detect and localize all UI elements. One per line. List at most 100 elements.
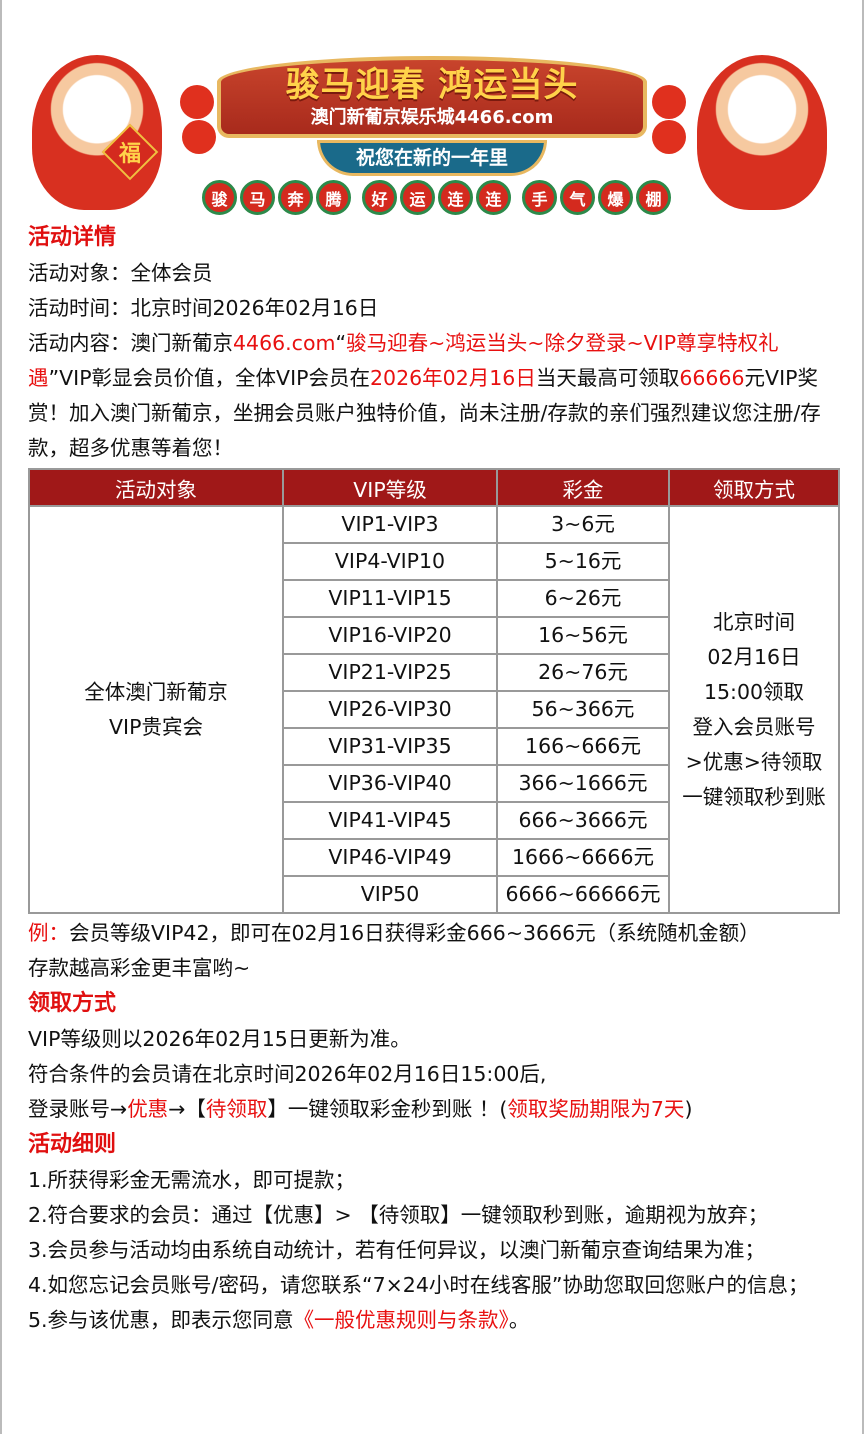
- banner-coins: 骏马奔腾好运连连手气爆棚: [202, 180, 671, 215]
- table-row: VIP41-VIP45 666~3666元: [29, 801, 839, 840]
- table-row: VIP26-VIP30 56~366元: [29, 690, 839, 729]
- banner-coin: 马: [240, 180, 275, 215]
- text-run: 活动内容：澳门新葡京: [28, 331, 233, 355]
- lantern-icon: [652, 120, 686, 154]
- column-header: 领取方式: [668, 468, 840, 507]
- table-row: VIP36-VIP40 366~1666元: [29, 764, 839, 803]
- text-run: 2026年02月16日: [369, 366, 536, 390]
- vip-level-cell: VIP4-VIP10: [282, 542, 498, 581]
- reward-table: 活动对象 VIP等级 彩金 领取方式 全体澳门新葡京 VIP贵宾会 VIP1-VIP3 3~…: [28, 468, 840, 914]
- horse-mascot-left: [32, 55, 162, 210]
- rule-item: 2.符合要求的会员：通过【优惠】> 【待领取】一键领取秒到账，逾期视为放弃；: [28, 1203, 769, 1227]
- vip-level-cell: VIP11-VIP15: [282, 579, 498, 618]
- text-run: 登录账号→: [28, 1097, 128, 1121]
- lantern-icon: [182, 120, 216, 154]
- target-line: VIP贵宾会: [109, 714, 203, 739]
- table-row: VIP21-VIP25 26~76元: [29, 653, 839, 692]
- banner-coin: 气: [560, 180, 595, 215]
- bonus-cell: 666~3666元: [496, 801, 670, 840]
- banner-coin: 爆: [598, 180, 633, 215]
- banner-coin: 骏: [202, 180, 237, 215]
- text-run: 骏马迎春~鸿运当头~除夕登录~VIP尊享特权礼遇: [28, 331, 779, 390]
- column-header: 彩金: [496, 468, 670, 507]
- vip-level-cell: VIP46-VIP49: [282, 838, 498, 877]
- rules-list: 1.所获得彩金无需流水，即可提款； 2.符合要求的会员：通过【优惠】> 【待领取】…: [28, 1163, 836, 1303]
- bonus-cell: 366~1666元: [496, 764, 670, 803]
- method-line: 15:00领取: [703, 679, 805, 704]
- text-run: ”VIP彰显会员价值，全体VIP会员在: [48, 366, 370, 390]
- banner-coin: 运: [400, 180, 435, 215]
- method-line: 登入会员账号: [692, 714, 816, 739]
- text-run: ): [684, 1097, 693, 1121]
- rule-item: 4.如您忘记会员账号/密码，请您联系“7×24小时在线客服”协助您取回您账户的信…: [28, 1273, 809, 1297]
- section-heading-claim: 领取方式: [28, 991, 117, 1016]
- vip-level-cell: VIP21-VIP25: [282, 653, 498, 692]
- banner-coin: 手: [522, 180, 557, 215]
- section-heading-rules: 活动细则: [28, 1132, 117, 1157]
- target-line: 全体澳门新葡京: [84, 679, 228, 704]
- vip-level-cell: VIP16-VIP20: [282, 616, 498, 655]
- activity-time: 活动时间：北京时间2026年02月16日: [28, 296, 379, 320]
- table-row: VIP16-VIP20 16~56元: [29, 616, 839, 655]
- text-run: “: [335, 331, 347, 355]
- vip-level-cell: VIP1-VIP3: [282, 505, 498, 544]
- banner-coin: 好: [362, 180, 397, 215]
- bonus-cell: 56~366元: [496, 690, 670, 729]
- column-header: 活动对象: [28, 468, 284, 507]
- text-run: 优惠: [127, 1097, 169, 1121]
- bonus-cell: 26~76元: [496, 653, 670, 692]
- method-line: >优惠>待领取: [685, 749, 823, 774]
- banner-coin: 连: [476, 180, 511, 215]
- text-run: 待领取: [205, 1097, 268, 1121]
- text-run: →【: [168, 1097, 206, 1121]
- rule-item: 1.所获得彩金无需流水，即可提款；: [28, 1168, 356, 1192]
- example-note: 存款越高彩金更丰富哟~: [28, 956, 251, 980]
- text-run: 领取奖励期限为7天: [507, 1097, 685, 1121]
- example: 例：会员等级VIP42，即可在02月16日获得彩金666~3666元（系统随机金…: [28, 921, 760, 945]
- main-content: 活动详情 活动对象：全体会员 活动时间：北京时间2026年02月16日 活动内容…: [2, 220, 862, 1338]
- claim-line-2: 符合条件的会员请在北京时间2026年02月16日15:00后,: [28, 1062, 547, 1086]
- bonus-cell: 6~26元: [496, 579, 670, 618]
- table-row: VIP46-VIP49 1666~6666元: [29, 838, 839, 877]
- method-line: 一键领取秒到账: [682, 784, 826, 809]
- vip-level-cell: VIP36-VIP40: [282, 764, 498, 803]
- bonus-cell: 166~666元: [496, 727, 670, 766]
- terms-link[interactable]: 《一般优惠规则与条款》: [293, 1308, 509, 1332]
- bonus-cell: 1666~6666元: [496, 838, 670, 877]
- activity-target: 活动对象：全体会员: [28, 261, 213, 285]
- banner-coin: 奔: [278, 180, 313, 215]
- text-run: 当天最高可领取: [535, 366, 680, 390]
- banner-scroll: 骏马迎春 鸿运当头 澳门新葡京娱乐城4466.com: [217, 56, 647, 138]
- horse-mascot-right: [697, 55, 827, 210]
- method-line: 02月16日: [707, 644, 801, 669]
- banner-coin: 腾: [316, 180, 351, 215]
- rule-item: 3.会员参与活动均由系统自动统计，若有任何异议，以澳门新葡京查询结果为准；: [28, 1238, 766, 1262]
- text-run: 4466.com: [233, 331, 336, 355]
- banner-subtitle: 澳门新葡京娱乐城4466.com: [310, 107, 554, 128]
- text-run: 66666: [679, 366, 745, 390]
- bonus-cell: 16~56元: [496, 616, 670, 655]
- promo-banner: 福 骏马迎春 鸿运当头 澳门新葡京娱乐城4466.com 祝您在新的一年里 骏马…: [2, 0, 862, 220]
- section-heading-details: 活动详情: [28, 225, 117, 250]
- vip-level-cell: VIP41-VIP45: [282, 801, 498, 840]
- text-run: 元VIP奖赏！加入澳门新葡京，坐拥会员账户独特价值，尚未注册/存款的亲们强烈建议…: [28, 366, 821, 460]
- table-row: VIP11-VIP15 6~26元: [29, 579, 839, 618]
- column-header: VIP等级: [282, 468, 498, 507]
- banner-coin: 连: [438, 180, 473, 215]
- vip-level-cell: VIP26-VIP30: [282, 690, 498, 729]
- claim-line-3: 登录账号→优惠→【待领取】一键领取彩金秒到账 ！(领取奖励期限为7天): [28, 1092, 836, 1127]
- method-line: 北京时间: [713, 609, 795, 634]
- banner-coin: 棚: [636, 180, 671, 215]
- banner-ribbon: 祝您在新的一年里: [317, 140, 547, 176]
- bonus-cell: 6666~66666元: [496, 875, 670, 914]
- target-cell: 全体澳门新葡京 VIP贵宾会: [28, 505, 284, 914]
- text-run: 】一键领取彩金秒到账 ！(: [267, 1097, 508, 1121]
- bonus-cell: 3~6元: [496, 505, 670, 544]
- table-row: VIP31-VIP35 166~666元: [29, 727, 839, 766]
- method-cell: 北京时间 02月16日 15:00领取 登入会员账号 >优惠>待领取 一键领取秒到账: [668, 505, 840, 914]
- table-row: 全体澳门新葡京 VIP贵宾会 VIP1-VIP3 3~6元北京时间 02月16日 15:0…: [28, 505, 840, 914]
- lantern-icon: [652, 85, 686, 119]
- table-row: VIP4-VIP10 5~16元: [29, 542, 839, 581]
- bonus-cell: 5~16元: [496, 542, 670, 581]
- activity-content: 活动内容：澳门新葡京4466.com“骏马迎春~鸿运当头~除夕登录~VIP尊享特…: [28, 326, 836, 466]
